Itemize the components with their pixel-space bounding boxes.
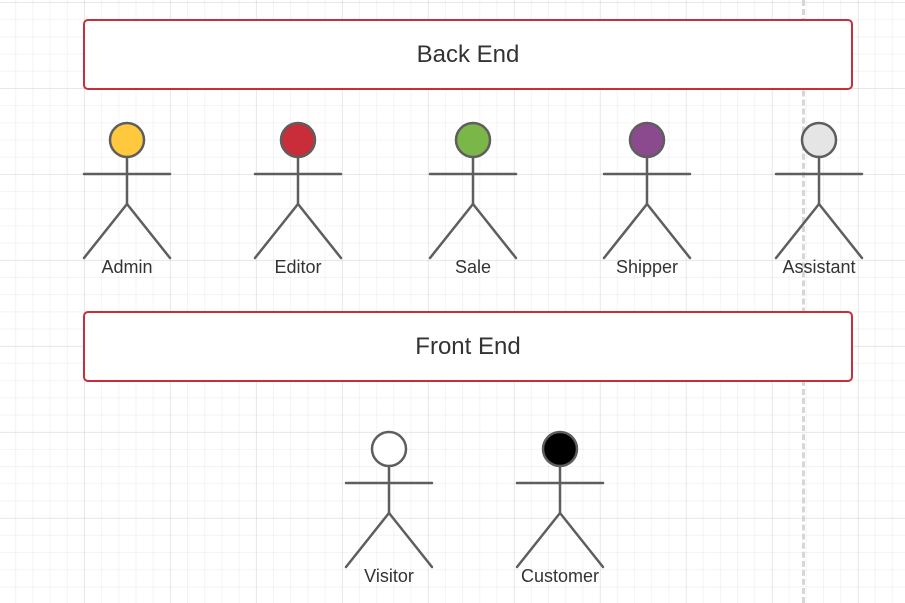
actor-assistant-label: Assistant [782, 257, 856, 277]
front-end-label: Front End [415, 332, 521, 360]
actor-head [800, 121, 838, 159]
actor-sale-icon [428, 121, 518, 260]
page-break-guide [802, 0, 805, 603]
actor-sale-label: Sale [454, 257, 492, 277]
actor-editor-label: Editor [274, 257, 322, 277]
actor-head [541, 430, 579, 468]
actor-admin-icon [82, 121, 172, 260]
actor-head [108, 121, 146, 159]
actor-customer-icon [515, 430, 605, 569]
actor-head [279, 121, 317, 159]
actor-customer-label: Customer [520, 566, 600, 586]
actor-visitor-label: Visitor [364, 566, 414, 586]
actor-head [454, 121, 492, 159]
back-end-label: Back End [416, 40, 520, 68]
actor-shipper-icon [602, 121, 692, 260]
actor-head [628, 121, 666, 159]
actor-assistant-icon [774, 121, 864, 260]
front-end-box[interactable]: Front End [83, 311, 853, 382]
actor-head [370, 430, 408, 468]
back-end-box[interactable]: Back End [83, 19, 853, 90]
actor-visitor-icon [344, 430, 434, 569]
actor-admin-label: Admin [101, 257, 153, 277]
actor-editor-icon [253, 121, 343, 260]
actor-shipper-label: Shipper [615, 257, 679, 277]
